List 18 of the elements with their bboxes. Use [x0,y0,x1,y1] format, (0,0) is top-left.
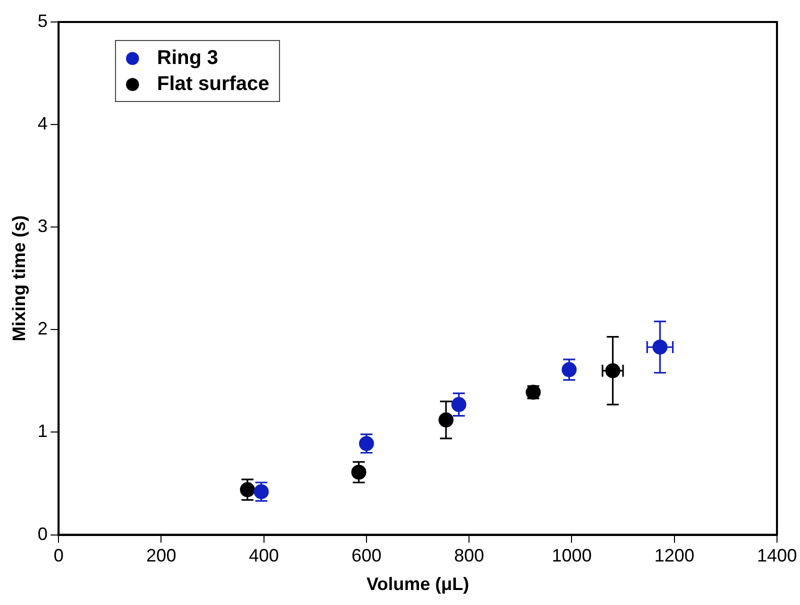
x-tick-label: 400 [248,546,279,566]
y-tick-label: 3 [38,216,48,236]
y-tick-label: 5 [38,10,48,31]
y-axis-title: Mixing time (s) [8,215,29,342]
y-tick-label: 0 [38,524,48,544]
x-tick-label: 800 [454,546,484,566]
x-tick-label: 1000 [552,546,592,566]
x-tick-label: 200 [146,546,176,566]
y-tick-label: 4 [38,114,48,134]
y-tick-label: 2 [38,318,48,339]
x-axis-title: Volume (μL) [366,574,470,594]
legend-label: Ring 3 [157,46,218,71]
legend-label: Flat surface [157,72,270,97]
x-tick-label: 0 [54,546,64,566]
x-tick-label: 1200 [654,546,694,566]
x-tick-label: 600 [351,546,382,566]
y-tick-label: 1 [38,421,48,442]
x-tick-label: 1400 [756,546,797,566]
